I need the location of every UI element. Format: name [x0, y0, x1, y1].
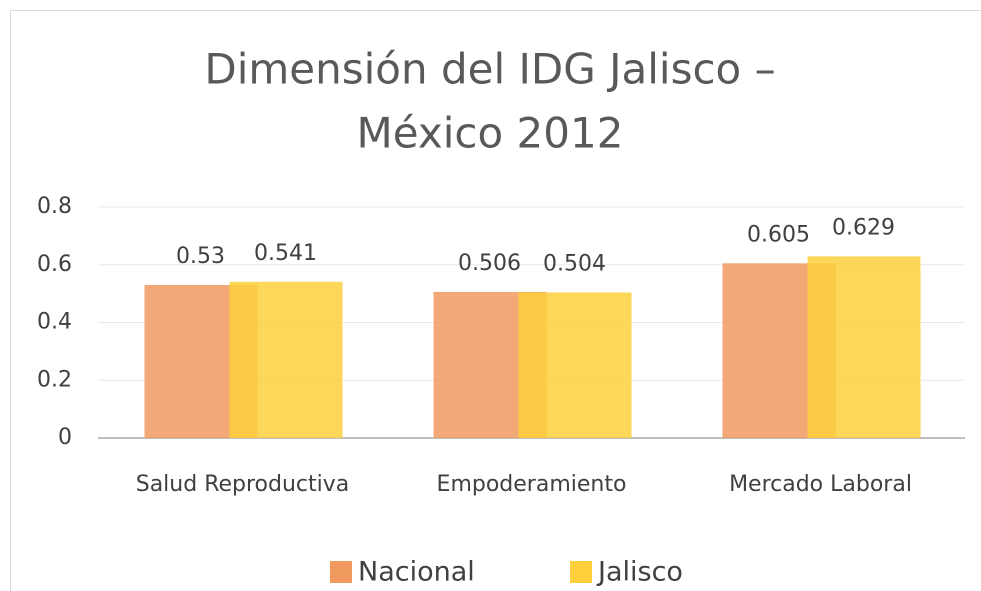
y-tick-label: 0.6: [37, 252, 72, 277]
x-tick-label: Mercado Laboral: [729, 472, 912, 497]
chart-title: México 2012: [357, 109, 624, 158]
chart-title: Dimensión del IDG Jalisco –: [204, 45, 775, 94]
x-tick-label: Empoderamiento: [437, 472, 627, 497]
y-tick-label: 0.4: [37, 310, 72, 335]
y-tick-label: 0.2: [37, 367, 72, 392]
y-tick-label: 0: [58, 425, 72, 450]
legend-label: Jalisco: [596, 557, 683, 588]
data-label: 0.629: [832, 215, 895, 240]
bar: [229, 281, 343, 438]
bar: [518, 292, 632, 438]
bar: [807, 256, 921, 438]
chart-border: [10, 10, 981, 591]
data-label: 0.53: [176, 244, 225, 269]
legend-swatch: [570, 561, 592, 583]
data-label: 0.605: [747, 222, 810, 247]
data-label: 0.541: [254, 241, 317, 266]
legend-swatch: [330, 561, 352, 583]
y-tick-label: 0.8: [37, 194, 72, 219]
data-label: 0.504: [543, 251, 606, 276]
data-label: 0.506: [458, 251, 521, 276]
x-tick-label: Salud Reproductiva: [136, 472, 350, 497]
legend-label: Nacional: [358, 557, 475, 588]
